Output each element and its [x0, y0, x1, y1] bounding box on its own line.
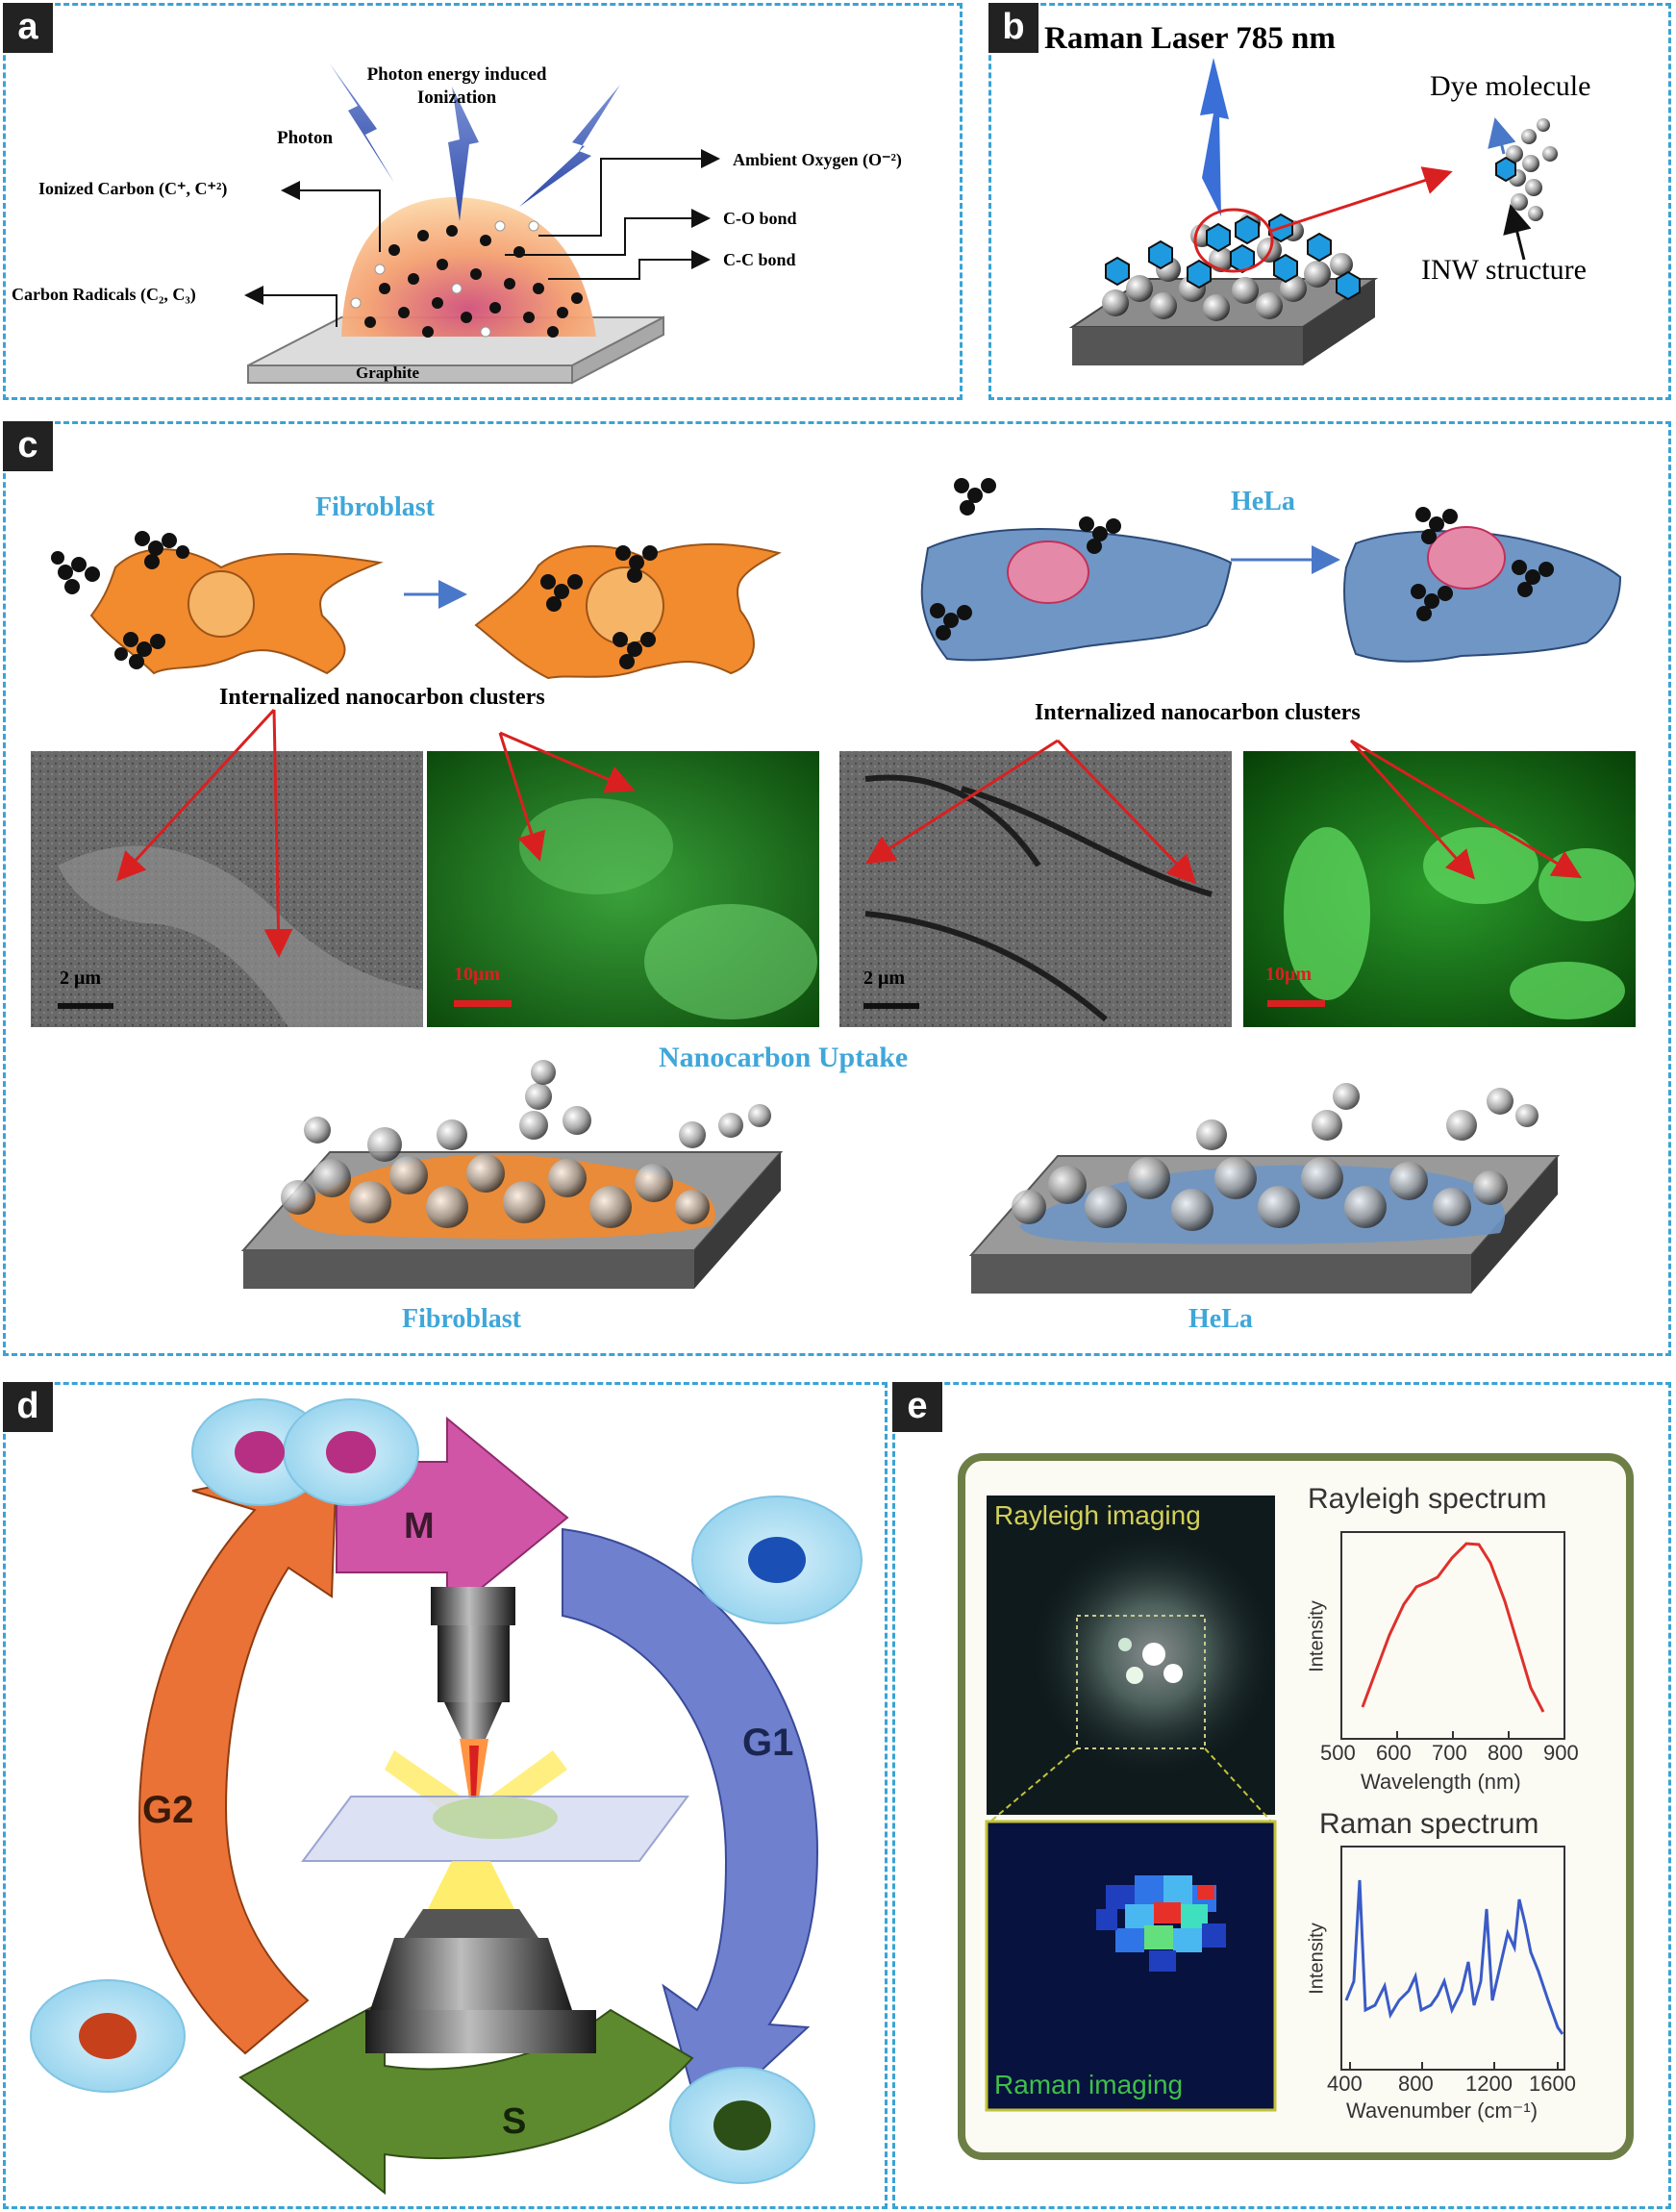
panel-a-tag: a	[3, 3, 53, 53]
photon-label: Photon	[277, 128, 334, 148]
wavelength-axis-label: Wavelength (nm)	[1361, 1770, 1521, 1794]
inw-structure-label: INW structure	[1421, 254, 1587, 286]
scale-label-sem-fibroblast: 2 μm	[60, 968, 101, 989]
raman-tick-label: 400	[1327, 2072, 1363, 2096]
wavenumber-axis-label: Wavenumber (cm⁻¹)	[1346, 2099, 1538, 2123]
rayleigh-tick-label: 900	[1543, 1741, 1579, 1765]
rayleigh-intensity-label: Intensity	[1306, 1600, 1328, 1672]
rayleigh-ticks: 500 600 700 800 900	[1320, 1741, 1586, 1770]
phase-m-label: M	[404, 1506, 435, 1546]
raman-ticks: 400 800 1200 1600	[1327, 2072, 1592, 2100]
panel-e-tag: e	[892, 1382, 942, 1432]
carbon-radicals-label: Carbon Radicals (C₂, C₃)	[12, 285, 196, 304]
photon-energy-line2: Ionization	[416, 88, 497, 108]
rayleigh-tick-label: 600	[1376, 1741, 1412, 1765]
raman-laser-label: Raman Laser 785 nm	[1044, 21, 1336, 56]
panel-c-tag: c	[3, 421, 53, 471]
cc-bond-label: C-C bond	[723, 250, 796, 269]
scale-label-fluor-fibroblast: 10μm	[454, 964, 500, 985]
panel-d-tag: d	[3, 1382, 53, 1432]
panel-a	[3, 3, 963, 400]
hela-top-label: HeLa	[1231, 487, 1295, 516]
phase-g1-label: G1	[742, 1722, 794, 1764]
internalized-left-label: Internalized nanocarbon clusters	[219, 685, 545, 710]
fibroblast-bottom-label: Fibroblast	[402, 1304, 521, 1334]
graphite-label: Graphite	[356, 364, 420, 382]
rayleigh-spectrum-title: Rayleigh spectrum	[1308, 1483, 1547, 1515]
rayleigh-imaging-label: Rayleigh imaging	[994, 1500, 1201, 1530]
hela-bottom-label: HeLa	[1188, 1304, 1253, 1334]
panel-c	[3, 421, 1671, 1356]
dye-molecule-label: Dye molecule	[1430, 70, 1591, 102]
panel-d	[3, 1382, 888, 2209]
raman-imaging-label: Raman imaging	[994, 2070, 1184, 2099]
scale-label-sem-hela: 2 μm	[863, 968, 905, 989]
raman-spectrum-title: Raman spectrum	[1319, 1808, 1539, 1840]
fibroblast-top-label: Fibroblast	[315, 492, 435, 522]
rayleigh-tick-label: 500	[1320, 1741, 1356, 1765]
raman-intensity-label: Intensity	[1306, 1923, 1328, 1995]
raman-tick-label: 1200	[1465, 2072, 1513, 2096]
panel-b-tag: b	[988, 3, 1038, 53]
co-bond-label: C-O bond	[723, 209, 797, 228]
raman-tick-label: 800	[1398, 2072, 1434, 2096]
raman-tick-label: 1600	[1529, 2072, 1576, 2096]
ambient-oxygen-label: Ambient Oxygen (O⁻²)	[733, 150, 902, 169]
ionized-carbon-label: Ionized Carbon (C⁺, C⁺²)	[38, 179, 228, 198]
scale-label-fluor-hela: 10μm	[1265, 964, 1312, 985]
phase-s-label: S	[502, 2101, 527, 2142]
rayleigh-tick-label: 800	[1488, 1741, 1523, 1765]
nanocarbon-uptake-label: Nanocarbon Uptake	[659, 1042, 909, 1073]
panel-b	[988, 3, 1671, 400]
photon-energy-line1: Photon energy induced	[366, 64, 547, 85]
phase-g2-label: G2	[142, 1789, 194, 1831]
photon-energy-label: Photon energy induced Ionization	[351, 63, 563, 110]
internalized-right-label: Internalized nanocarbon clusters	[1035, 700, 1361, 725]
rayleigh-tick-label: 700	[1432, 1741, 1467, 1765]
